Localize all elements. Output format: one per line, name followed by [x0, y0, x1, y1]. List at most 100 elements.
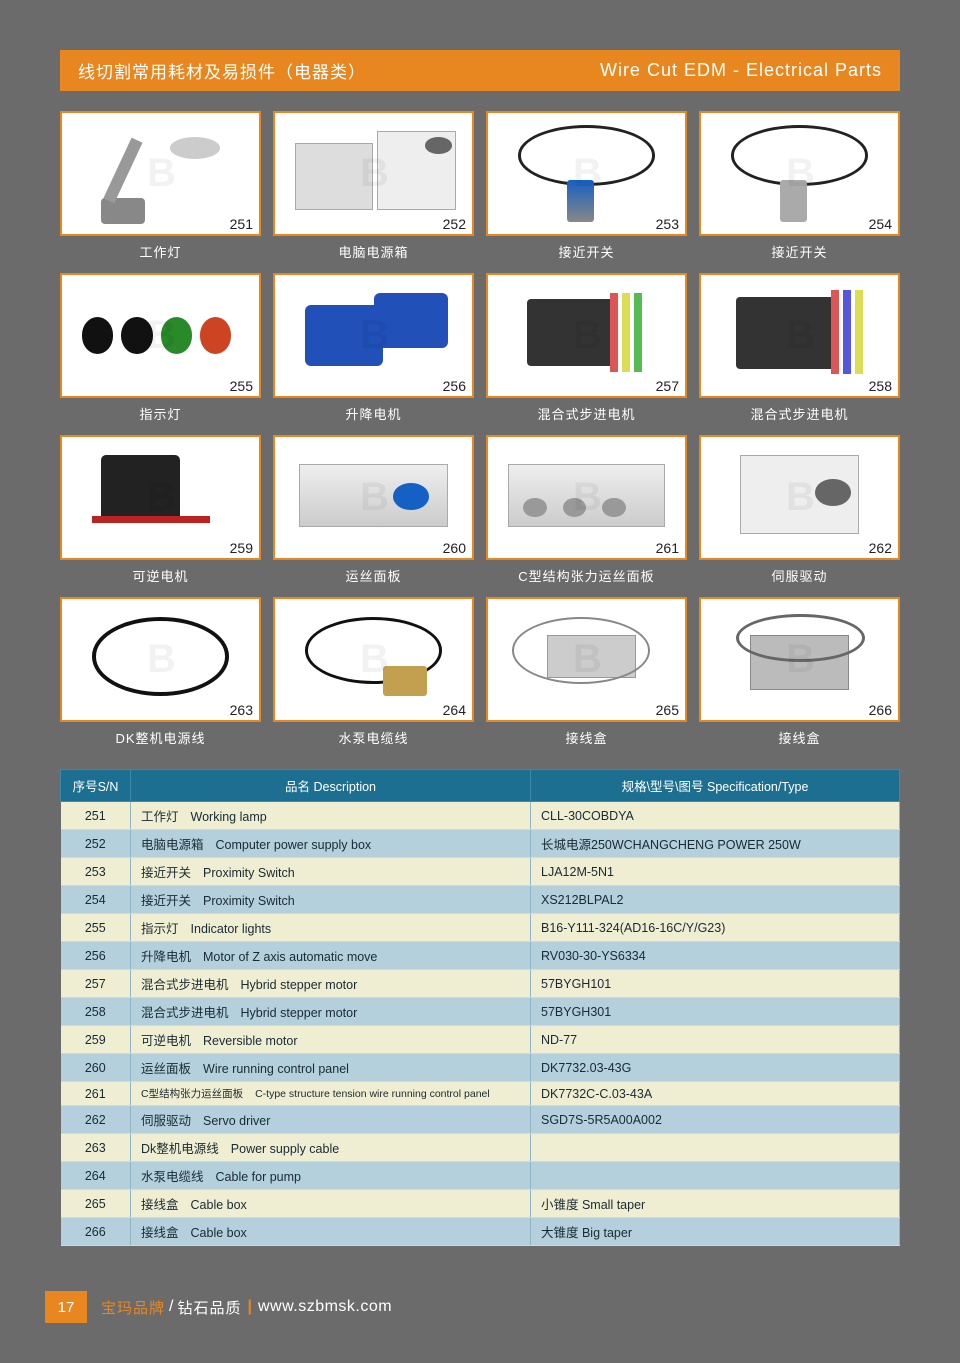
product-thumb: B266 [699, 597, 900, 722]
product-thumb: B257 [486, 273, 687, 398]
product-thumb: B265 [486, 597, 687, 722]
product-cell: B258混合式步进电机 [699, 273, 900, 423]
cell-spec [531, 1162, 900, 1190]
product-cell: B266 接线盒 [699, 597, 900, 747]
cell-desc: 接近开关Proximity Switch [131, 858, 531, 886]
product-thumb: B258 [699, 273, 900, 398]
product-number: 264 [443, 702, 466, 718]
cell-spec [531, 1134, 900, 1162]
cell-sn: 254 [61, 886, 131, 914]
product-number: 255 [230, 378, 253, 394]
cell-spec: B16-Y111-324(AD16-16C/Y/G23) [531, 914, 900, 942]
page-footer: 17 宝玛品牌 / 钻石品质 | www.szbmsk.com [45, 1291, 915, 1323]
product-cell: B257 混合式步进电机 [486, 273, 687, 423]
cell-spec: LJA12M-5N1 [531, 858, 900, 886]
cell-sn: 266 [61, 1218, 131, 1246]
table-row: 263Dk整机电源线Power supply cable [61, 1134, 900, 1162]
cell-spec: DK7732C-C.03-43A [531, 1082, 900, 1106]
product-caption: 工作灯 [60, 242, 261, 261]
product-caption: 指示灯 [60, 404, 261, 423]
table-row: 262伺服驱动Servo driverSGD7S-5R5A00A002 [61, 1106, 900, 1134]
cell-sn: 265 [61, 1190, 131, 1218]
table-row: 260运丝面板Wire running control panelDK7732.… [61, 1054, 900, 1082]
cell-desc: 接线盒Cable box [131, 1190, 531, 1218]
cell-sn: 258 [61, 998, 131, 1026]
table-row: 265接线盒Cable box小锥度 Small taper [61, 1190, 900, 1218]
product-cell: B261C型结构张力运丝面板 [486, 435, 687, 585]
product-number: 258 [869, 378, 892, 394]
cell-desc: 运丝面板Wire running control panel [131, 1054, 531, 1082]
cell-desc: 电脑电源箱Computer power supply box [131, 830, 531, 858]
product-cell: B263DK整机电源线 [60, 597, 261, 747]
product-cell: B262 伺服驱动 [699, 435, 900, 585]
table-head-row: 序号S/N 品名 Description 规格\型号\图号 Specificat… [61, 770, 900, 802]
product-thumb: B251 [60, 111, 261, 236]
product-caption: 接近开关 [699, 242, 900, 261]
cell-spec: CLL-30COBDYA [531, 802, 900, 830]
product-grid: B251工作灯B252电脑电源箱B253接近开关B254接近开关B255指示灯B… [60, 111, 900, 747]
cell-desc: 可逆电机Reversible motor [131, 1026, 531, 1054]
product-cell: B264水泵电缆线 [273, 597, 474, 747]
product-caption: 接线盒 [699, 728, 900, 747]
product-thumb: B261 [486, 435, 687, 560]
cell-desc: 混合式步进电机Hybrid stepper motor [131, 970, 531, 998]
product-caption: 伺服驱动 [699, 566, 900, 585]
cell-desc: 接线盒Cable box [131, 1218, 531, 1246]
table-row: 258混合式步进电机Hybrid stepper motor57BYGH301 [61, 998, 900, 1026]
product-cell: B252电脑电源箱 [273, 111, 474, 261]
page-number: 17 [45, 1291, 87, 1323]
cell-spec: RV030-30-YS6334 [531, 942, 900, 970]
product-thumb: B260 [273, 435, 474, 560]
footer-slogan: 钻石品质 [177, 1297, 241, 1318]
table-row: 252电脑电源箱Computer power supply box长城电源250… [61, 830, 900, 858]
cell-desc: Dk整机电源线Power supply cable [131, 1134, 531, 1162]
footer-bar: | [247, 1298, 251, 1316]
title-en: Wire Cut EDM - Electrical Parts [600, 60, 882, 81]
product-cell: B265接线盒 [486, 597, 687, 747]
cell-sn: 253 [61, 858, 131, 886]
cell-sn: 262 [61, 1106, 131, 1134]
cell-spec: SGD7S-5R5A00A002 [531, 1106, 900, 1134]
footer-slash: / [169, 1298, 173, 1316]
product-thumb: B256 [273, 273, 474, 398]
spec-table: 序号S/N 品名 Description 规格\型号\图号 Specificat… [60, 769, 900, 1246]
product-caption: 可逆电机 [60, 566, 261, 585]
product-number: 259 [230, 540, 253, 556]
product-number: 260 [443, 540, 466, 556]
cell-spec: ND-77 [531, 1026, 900, 1054]
table-row: 261C型结构张力运丝面板C-type structure tension wi… [61, 1082, 900, 1106]
cell-sn: 257 [61, 970, 131, 998]
cell-spec: 长城电源250WCHANGCHENG POWER 250W [531, 830, 900, 858]
cell-spec: 57BYGH301 [531, 998, 900, 1026]
product-cell: B260 运丝面板 [273, 435, 474, 585]
table-row: 266接线盒Cable box大锥度 Big taper [61, 1218, 900, 1246]
product-thumb: B263 [60, 597, 261, 722]
table-row: 257混合式步进电机Hybrid stepper motor57BYGH101 [61, 970, 900, 998]
cell-desc: 升降电机Motor of Z axis automatic move [131, 942, 531, 970]
product-thumb: B253 [486, 111, 687, 236]
product-caption: 电脑电源箱 [273, 242, 474, 261]
cell-sn: 263 [61, 1134, 131, 1162]
cell-sn: 255 [61, 914, 131, 942]
product-cell: B259可逆电机 [60, 435, 261, 585]
cell-sn: 259 [61, 1026, 131, 1054]
product-thumb: B262 [699, 435, 900, 560]
table-row: 254接近开关Proximity SwitchXS212BLPAL2 [61, 886, 900, 914]
col-desc: 品名 Description [131, 770, 531, 802]
cell-sn: 264 [61, 1162, 131, 1190]
product-caption: 运丝面板 [273, 566, 474, 585]
cell-desc: 工作灯Working lamp [131, 802, 531, 830]
product-number: 262 [869, 540, 892, 556]
product-caption: 混合式步进电机 [486, 404, 687, 423]
cell-spec: DK7732.03-43G [531, 1054, 900, 1082]
cell-sn: 252 [61, 830, 131, 858]
cell-desc: 水泵电缆线Cable for pump [131, 1162, 531, 1190]
product-cell: B251 工作灯 [60, 111, 261, 261]
title-cn: 线切割常用耗材及易损件（电器类） [78, 58, 366, 83]
product-number: 252 [443, 216, 466, 232]
cell-spec: 小锥度 Small taper [531, 1190, 900, 1218]
cell-desc: 伺服驱动Servo driver [131, 1106, 531, 1134]
col-spec: 规格\型号\图号 Specification/Type [531, 770, 900, 802]
page-title-bar: 线切割常用耗材及易损件（电器类） Wire Cut EDM - Electric… [60, 50, 900, 91]
cell-sn: 260 [61, 1054, 131, 1082]
